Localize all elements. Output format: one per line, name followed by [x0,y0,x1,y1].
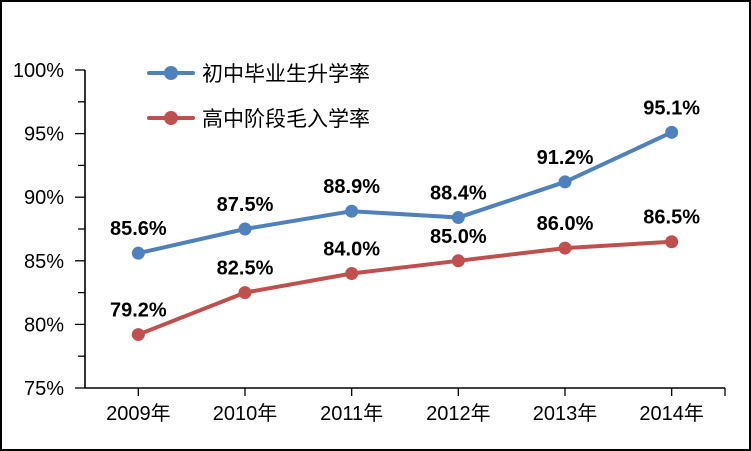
series-1-data-label: 82.5% [217,258,274,280]
y-tick-label: 80% [24,314,64,336]
x-tick-label: 2011年 [320,402,383,425]
series-0-marker [131,246,145,260]
series-0-data-label: 91.2% [537,147,594,169]
series-1-marker [558,241,572,255]
series-1-data-label: 86.0% [537,213,594,235]
legend-item-junior-high-rate: 初中毕业生升学率 [147,59,370,87]
y-tick-label: 75% [24,378,64,400]
series-0-data-label: 88.9% [323,176,380,198]
series-1-marker [451,254,465,268]
series-0-marker [665,125,679,139]
y-tick-label: 85% [24,251,64,273]
legend-item-senior-high-rate: 高中阶段毛入学率 [147,104,370,132]
series-0-data-label: 87.5% [217,194,274,216]
series-1-marker [345,267,359,281]
x-tick-label: 2009年 [106,402,171,425]
series-line-0 [136,130,674,256]
y-tick-label: 100% [13,60,64,82]
series-0-marker [451,211,465,225]
series-1-data-label: 85.0% [430,226,487,248]
legend-swatch-red [147,104,195,132]
series-line-1 [136,239,674,337]
x-tick-label: 2014年 [639,402,704,425]
series-0-data-label: 88.4% [430,183,487,205]
legend-marker-blue-icon [164,66,178,80]
series-1-data-label: 84.0% [323,239,380,261]
series-1-data-label: 86.5% [643,207,700,229]
series-1-marker [131,328,145,342]
x-tick-label: 2013年 [533,402,598,425]
legend-marker-red-icon [164,111,178,125]
legend-label-senior-high-rate: 高中阶段毛入学率 [202,108,370,131]
series-1-marker [238,286,252,300]
legend-label-junior-high-rate: 初中毕业生升学率 [202,63,370,86]
x-tick-label: 2012年 [426,402,491,425]
y-tick-label: 90% [24,187,64,209]
x-tick-label: 2010年 [213,402,278,425]
series-0-marker [238,222,252,236]
legend-swatch-blue [147,59,195,87]
series-0-marker [345,204,359,218]
chart-legend: 初中毕业生升学率 高中阶段毛入学率 [147,59,370,132]
series-0-data-label: 95.1% [643,97,700,119]
series-0-data-label: 85.6% [110,218,167,240]
series-1-marker [665,235,679,249]
series-1-data-label: 79.2% [110,300,167,322]
series-0-marker [558,175,572,189]
y-tick-label: 95% [24,124,64,146]
